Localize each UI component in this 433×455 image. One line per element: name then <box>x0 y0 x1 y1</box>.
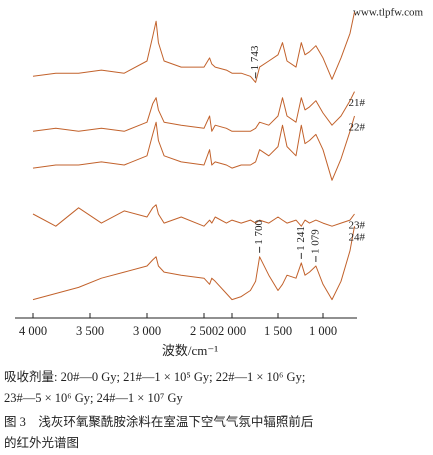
spectrum <box>32 204 355 227</box>
watermark-box <box>345 2 433 22</box>
series-label: 23# <box>349 219 366 231</box>
spectrum <box>32 115 355 181</box>
x-axis-label: 波数/cm⁻¹ <box>162 343 218 358</box>
x-tick-label: 4 000 <box>19 324 47 338</box>
annotation: 1 241 <box>295 226 307 251</box>
legend-note: 吸收剂量: 20#—0 Gy; 21#—1 × 10⁵ Gy; 22#—1 × … <box>4 369 305 384</box>
x-tick-label: 1 000 <box>309 324 337 338</box>
x-tick-label: 1 500 <box>264 324 292 338</box>
annotation: 1 743 <box>249 45 261 70</box>
x-tick-label: 3 500 <box>76 324 104 338</box>
series-label: 21# <box>349 97 366 109</box>
spectrum <box>32 11 355 83</box>
annotation: 1 700 <box>253 220 265 245</box>
annotation: 1 079 <box>309 229 321 254</box>
series-label: 22# <box>349 122 366 134</box>
x-tick-label: 2 000 <box>218 324 246 338</box>
caption: 图 3 浅灰环氧聚酰胺涂料在室温下空气气氛中辐照前后 <box>4 414 313 429</box>
legend-note: 23#—5 × 10⁶ Gy; 24#—1 × 10⁷ Gy <box>4 391 183 405</box>
x-tick-label: 2 500 <box>190 324 218 338</box>
watermark: www.tlpfw.com <box>353 7 424 19</box>
spectrum <box>32 91 355 132</box>
caption: 的红外光谱图 <box>4 435 79 450</box>
x-tick-label: 3 000 <box>133 324 161 338</box>
spectrum <box>32 226 355 301</box>
series-label: 24# <box>349 232 366 244</box>
